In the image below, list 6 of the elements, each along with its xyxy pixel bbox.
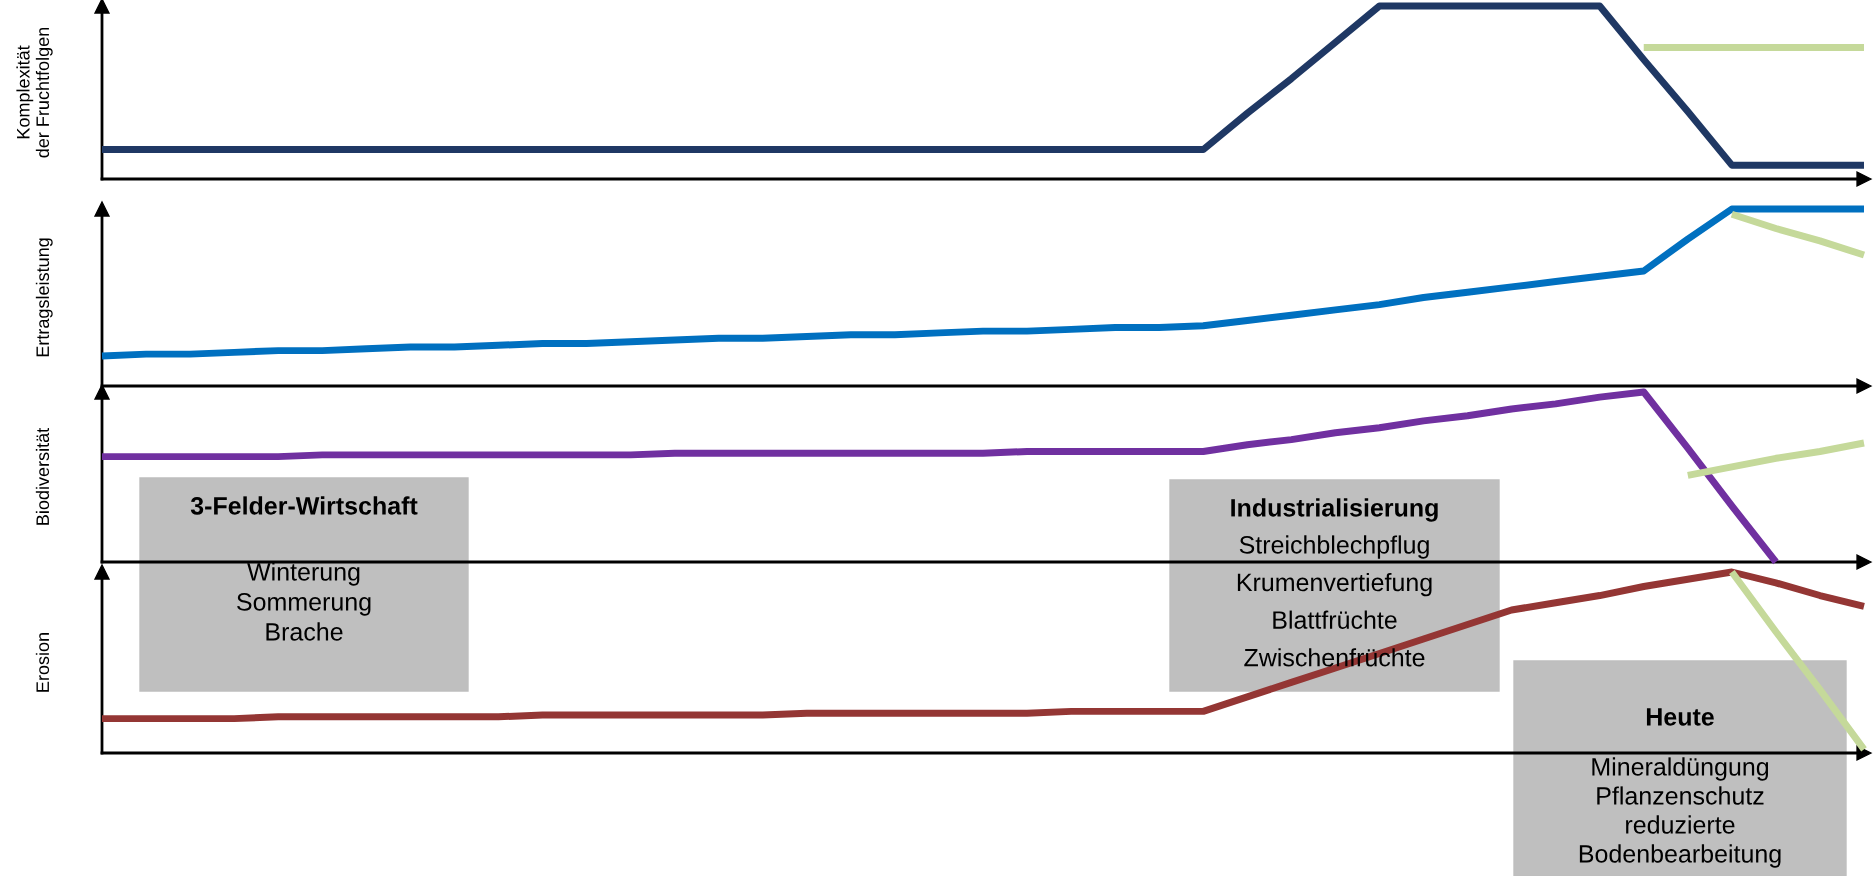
text: Heute Mineraldüngung Pflanzenschutz reduzierte Bodenbearbeitung	[1579, 708, 1781, 868]
y-axis-title: Erosion	[35, 633, 50, 692]
y-axis-title: Komplexität der Fruchtfolgen	[16, 27, 53, 158]
y-axis-title: Ertragsleistung	[35, 238, 53, 357]
y-axis-title: Biodiversität	[35, 427, 50, 525]
text: 3-Felder-Wirtschaft Winterung Sommerung Brache	[190, 496, 418, 641]
